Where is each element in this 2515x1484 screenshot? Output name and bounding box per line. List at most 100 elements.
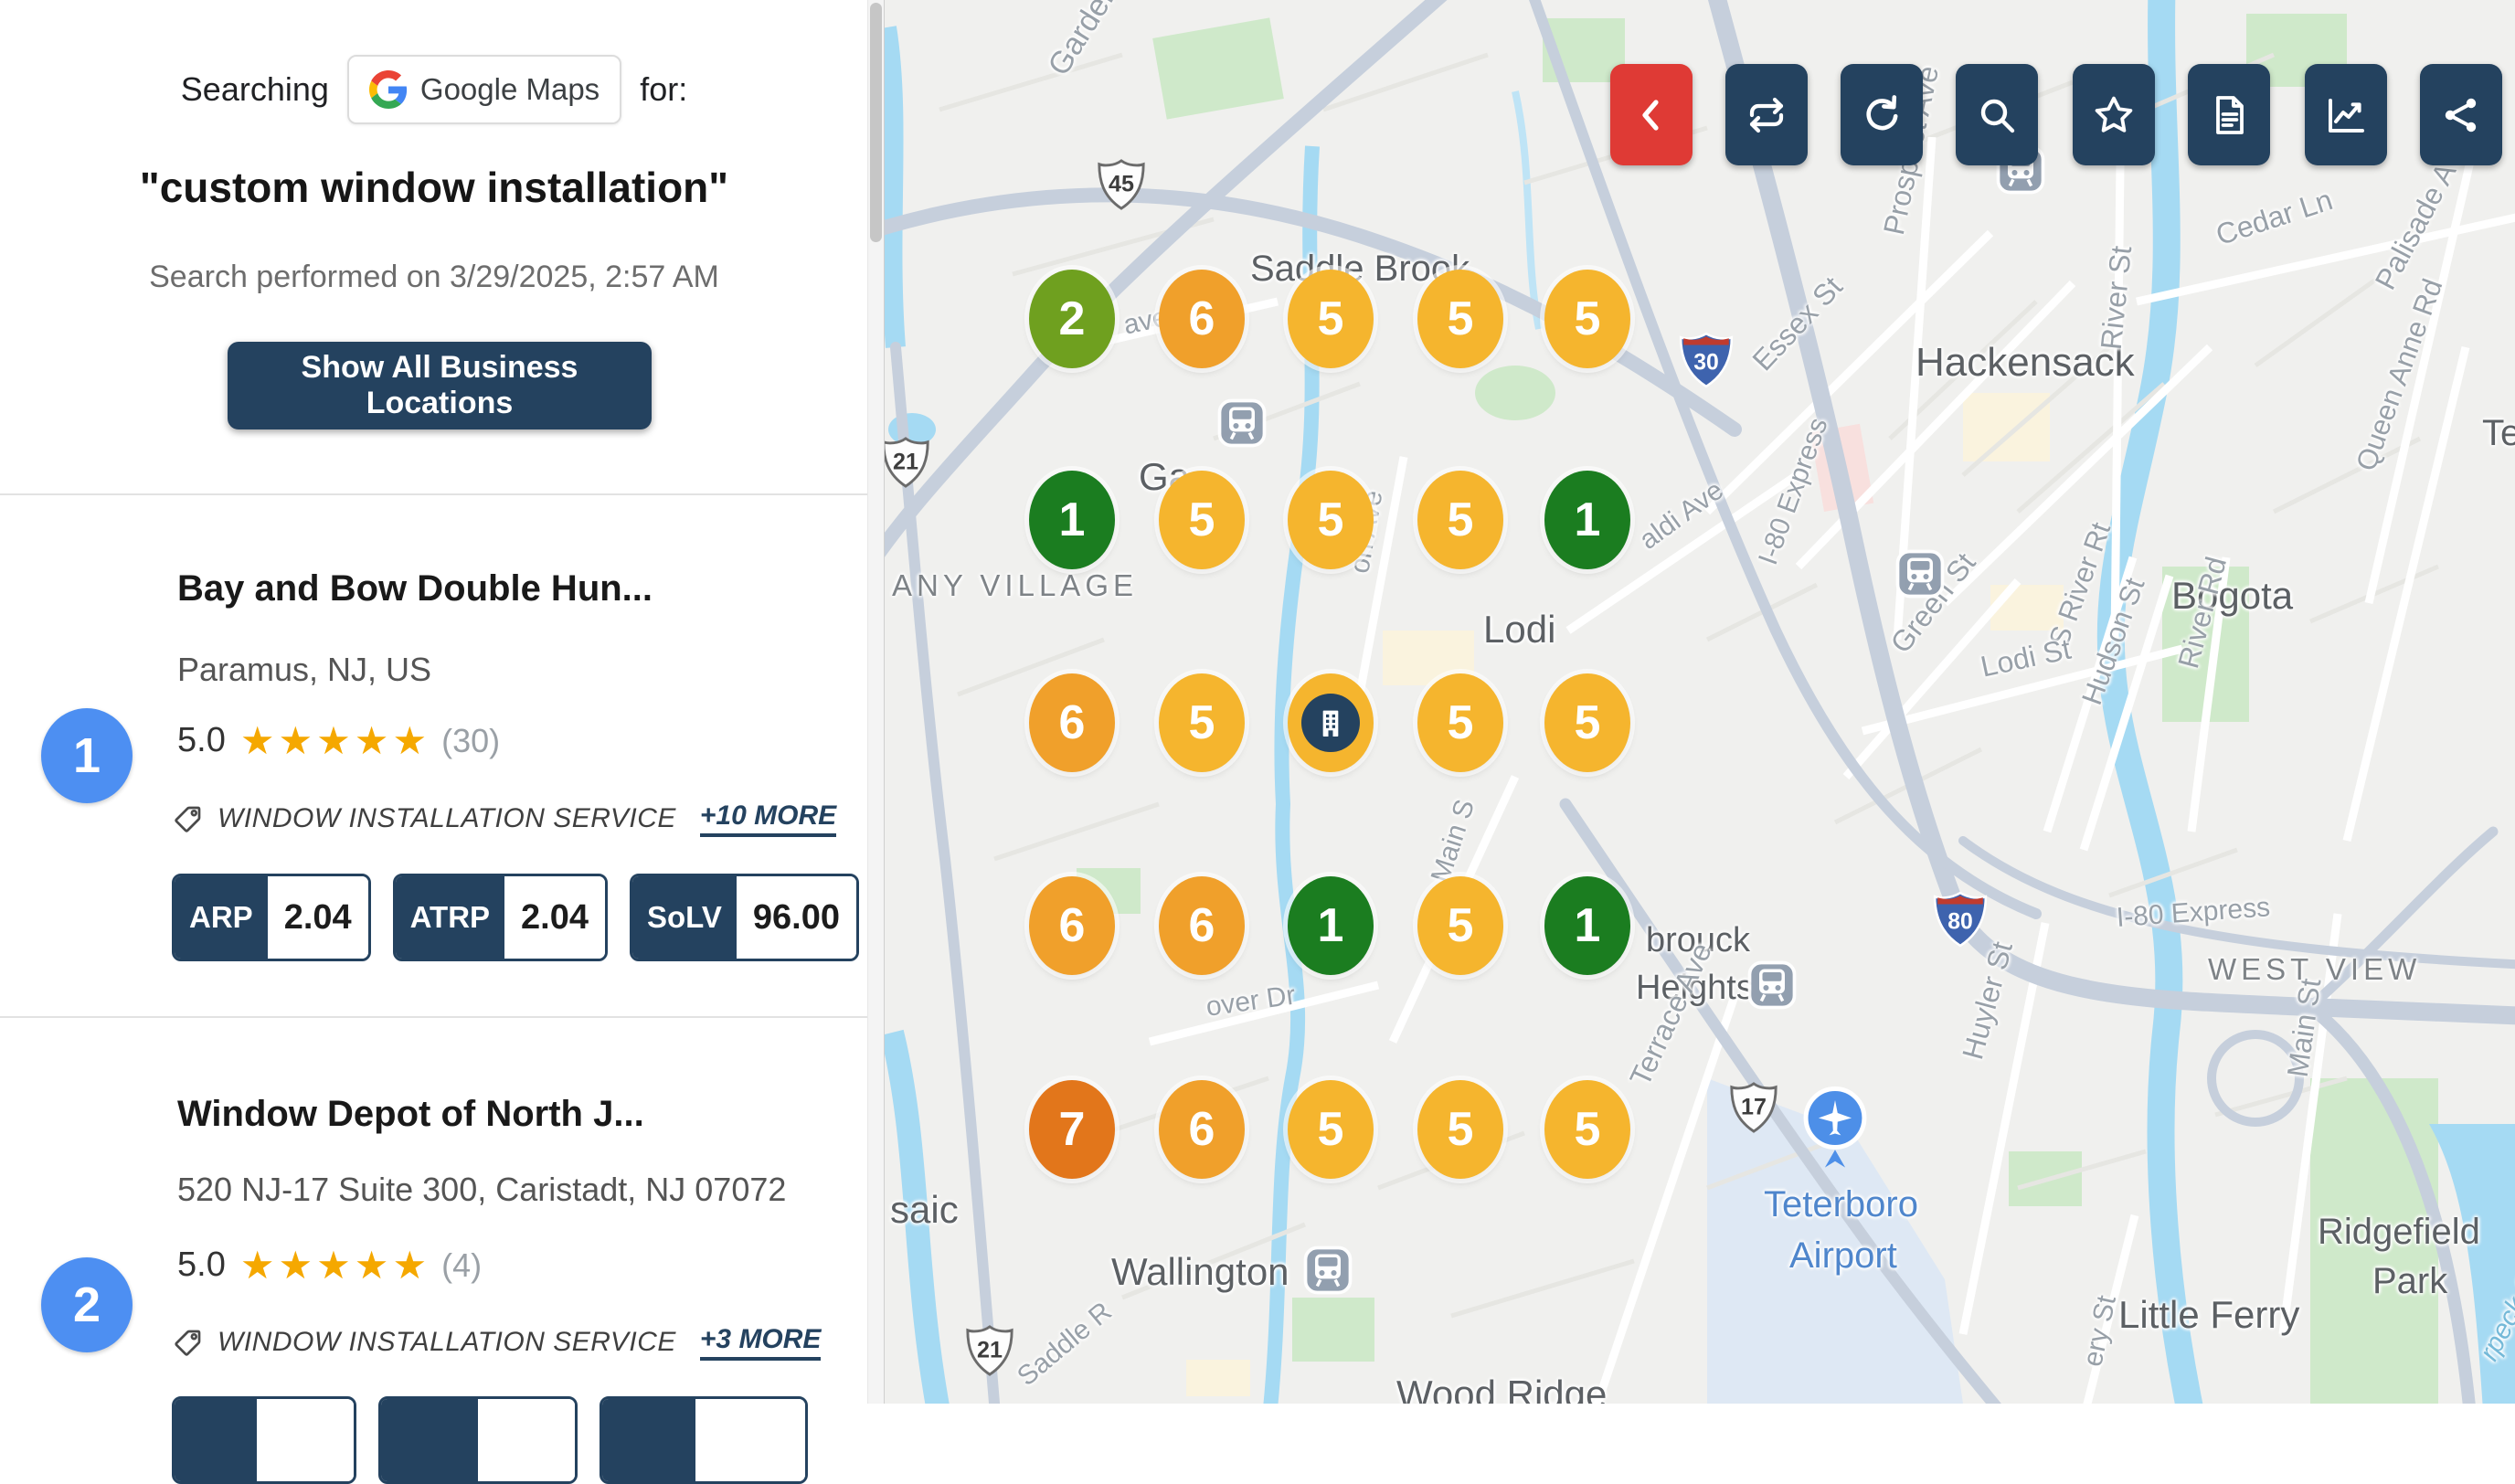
chevron-left-icon (1629, 93, 1673, 137)
result-rating-row: 5.0 ★★★★★ (4) (177, 1243, 482, 1288)
rank-marker-1[interactable]: 1 (1544, 471, 1630, 569)
rank-marker-5[interactable]: 5 (1159, 471, 1245, 569)
map-label: Little Ferry (2118, 1293, 2300, 1336)
rank-marker-1[interactable]: 1 (1288, 876, 1374, 975)
rank-marker-5[interactable]: 5 (1417, 876, 1503, 975)
rank-marker-5[interactable]: 5 (1417, 270, 1503, 368)
search-timestamp: Search performed on 3/29/2025, 2:57 AM (149, 260, 719, 294)
rank-marker-2[interactable]: 2 (1029, 270, 1115, 368)
rank-marker-5[interactable]: 5 (1417, 471, 1503, 569)
map-label: Airport (1789, 1235, 1897, 1276)
review-count: (4) (441, 1246, 483, 1284)
map-label: Heights (1636, 969, 1754, 1007)
search-header: Searching Google Maps for: (0, 55, 868, 124)
rank-badge: 2 (41, 1257, 133, 1352)
metric-chip (172, 1396, 356, 1484)
building-icon (1301, 694, 1360, 752)
favorite-button[interactable] (2073, 64, 2155, 165)
rank-marker-1[interactable]: 1 (1544, 876, 1630, 975)
rank-marker-5[interactable]: 5 (1417, 1080, 1503, 1179)
transit-station-icon (1302, 1245, 1353, 1296)
search-icon (1975, 93, 2019, 137)
us-route-shield-21: 21 (963, 1323, 1016, 1383)
rank-marker-5[interactable]: 5 (1288, 270, 1374, 368)
metric-chip-atrp: ATRP 2.04 (392, 874, 609, 961)
rank-badge: 1 (41, 708, 133, 803)
back-button[interactable] (1610, 64, 1693, 165)
trends-button[interactable] (2305, 64, 2387, 165)
transit-station-icon (1216, 398, 1268, 449)
star-icons: ★★★★★ (239, 719, 431, 762)
svg-text:80: 80 (1947, 909, 1973, 934)
chart-icon (2324, 93, 2368, 137)
rank-marker-6[interactable]: 6 (1029, 876, 1115, 975)
rank-marker-6[interactable]: 6 (1029, 673, 1115, 772)
document-icon (2207, 93, 2251, 137)
refresh-button[interactable] (1841, 64, 1923, 165)
rank-marker-5[interactable]: 5 (1288, 1080, 1374, 1179)
svg-text:17: 17 (1741, 1095, 1767, 1120)
map-label: Ridgefield (2318, 1212, 2480, 1252)
star-icon (2092, 93, 2136, 137)
us-route-shield-45: 45 (1095, 157, 1148, 217)
airport-pin-icon (1797, 1084, 1873, 1175)
tag-icon (172, 802, 205, 835)
rank-marker-6[interactable]: 6 (1159, 270, 1245, 368)
for-label: for: (640, 70, 688, 108)
scrollbar-thumb[interactable] (870, 3, 882, 242)
report-button[interactable] (2188, 64, 2270, 165)
metrics-row-cut (172, 1396, 808, 1484)
share-button[interactable] (2420, 64, 2502, 165)
rank-marker-1[interactable]: 1 (1029, 471, 1115, 569)
transit-station-icon (1894, 548, 1946, 599)
rank-marker-6[interactable]: 6 (1159, 876, 1245, 975)
refresh-icon (1860, 93, 1904, 137)
review-count: (30) (441, 721, 501, 759)
compare-button[interactable] (1725, 64, 1808, 165)
rank-marker-7[interactable]: 7 (1029, 1080, 1115, 1179)
rank-marker-5[interactable]: 5 (1159, 673, 1245, 772)
business-location-marker[interactable] (1288, 673, 1374, 772)
result-title[interactable]: Bay and Bow Double Hun... (177, 568, 653, 609)
show-all-business-locations-button[interactable]: Show All Business Locations (228, 342, 652, 429)
interstate-shield-30: 30 (1678, 331, 1735, 394)
svg-text:21: 21 (893, 450, 918, 475)
map-label: Hackensack (1915, 340, 2135, 385)
result-rating-row: 5.0 ★★★★★ (30) (177, 718, 500, 763)
rank-marker-5[interactable]: 5 (1544, 673, 1630, 772)
provider-label: Google Maps (419, 72, 600, 106)
sidebar-scrollbar (867, 0, 884, 1404)
result-category-row: WINDOW INSTALLATION SERVICE +3 MORE (172, 1324, 822, 1361)
map-label: ANY VILLAGE (892, 568, 1139, 602)
map-label: Wood Ridge (1396, 1373, 1608, 1404)
result-title[interactable]: Window Depot of North J... (177, 1094, 644, 1134)
rating-value: 5.0 (177, 1246, 226, 1284)
category-label: WINDOW INSTALLATION SERVICE (218, 1327, 676, 1357)
search-button[interactable] (1956, 64, 2038, 165)
more-categories-link[interactable]: +10 MORE (699, 800, 837, 837)
rank-marker-5[interactable]: 5 (1417, 673, 1503, 772)
divider (0, 1016, 884, 1018)
map-label: Teterboro (1764, 1184, 1918, 1224)
result-address: Paramus, NJ, US (177, 651, 432, 688)
metrics-row: ARP 2.04 ATRP 2.04 SoLV 96.00 (172, 874, 859, 961)
rank-marker-6[interactable]: 6 (1159, 1080, 1245, 1179)
search-query: "custom window installation" (139, 164, 729, 211)
result-address: 520 NJ-17 Suite 300, Caristadt, NJ 07072 (177, 1171, 787, 1208)
map-basemap (885, 0, 2515, 1404)
google-logo-icon (368, 70, 408, 109)
rating-value: 5.0 (177, 721, 226, 759)
star-icons: ★★★★★ (239, 1244, 431, 1287)
metric-chip (378, 1396, 578, 1484)
svg-text:30: 30 (1693, 350, 1719, 375)
interstate-shield-80: 80 (1932, 890, 1989, 953)
rank-marker-5[interactable]: 5 (1288, 471, 1374, 569)
category-label: WINDOW INSTALLATION SERVICE (218, 803, 676, 833)
more-categories-link[interactable]: +3 MORE (699, 1324, 822, 1361)
rank-marker-5[interactable]: 5 (1544, 270, 1630, 368)
rank-marker-5[interactable]: 5 (1544, 1080, 1630, 1179)
map-label: brouck (1646, 921, 1751, 959)
us-route-shield-17: 17 (1727, 1080, 1780, 1140)
google-maps-chip: Google Maps (346, 55, 622, 124)
